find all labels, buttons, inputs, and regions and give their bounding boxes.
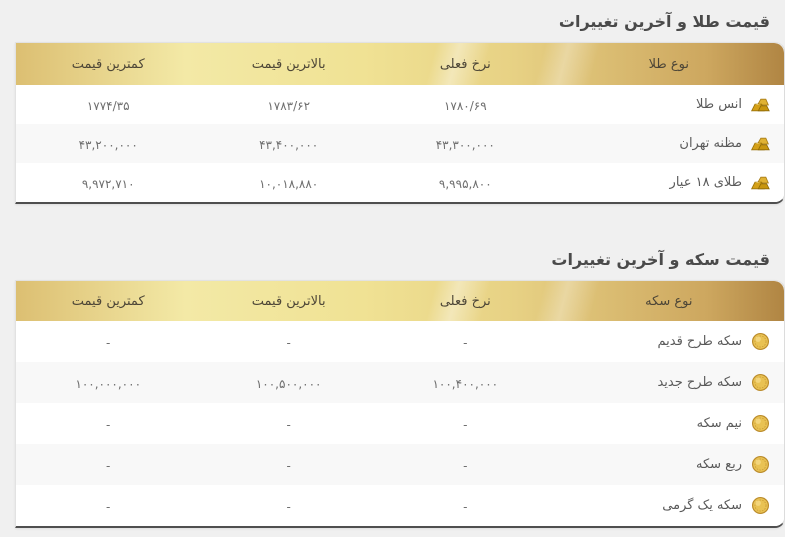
lowest-price-value: -	[106, 418, 111, 432]
row-type-cell: انس طلا	[554, 95, 784, 115]
table-row-new-design-coin: سکه طرح جدید ۱۰۰,۴۰۰,۰۰۰ ۱۰۰,۵۰۰,۰۰۰ ۱۰۰…	[16, 362, 784, 403]
lowest-price-value: ۴۳,۲۰۰,۰۰۰	[78, 138, 138, 152]
row-label: مظنه تهران	[679, 136, 742, 151]
coin-icon	[750, 373, 770, 393]
lowest-price-value: -	[106, 336, 111, 350]
coin-price-table: نوع سکه نرخ فعلی بالاترین قیمت کمترین قی…	[15, 280, 785, 528]
highest-price-value: -	[286, 459, 291, 473]
column-header-type: نوع طلا	[648, 56, 689, 72]
highest-price-cell: ۱۰,۰۱۸,۸۸۰	[200, 173, 377, 192]
row-type-cell: ربع سکه	[554, 455, 784, 475]
current-rate-cell: -	[377, 332, 554, 351]
lowest-price-cell: -	[16, 332, 200, 351]
highest-price-value: ۱۰۰,۵۰۰,۰۰۰	[255, 377, 322, 391]
current-rate-cell: -	[377, 455, 554, 474]
coin-section-title: قیمت سکه و آخرین تغییرات	[551, 250, 770, 269]
lowest-price-cell: ۱۰۰,۰۰۰,۰۰۰	[16, 373, 200, 392]
row-label: انس طلا	[695, 97, 742, 112]
current-rate-value: ۴۳,۳۰۰,۰۰۰	[435, 138, 495, 152]
highest-price-cell: -	[200, 455, 377, 474]
highest-price-value: -	[286, 418, 291, 432]
highest-price-value: ۱۰,۰۱۸,۸۸۰	[259, 177, 319, 191]
current-rate-value: -	[463, 500, 468, 514]
row-type-cell: سکه طرح قدیم	[554, 332, 784, 352]
column-header-highest: بالاترین قیمت	[251, 56, 326, 72]
row-label: طلای ۱۸ عیار	[669, 175, 742, 190]
gold-section-title: قیمت طلا و آخرین تغییرات	[558, 12, 770, 31]
lowest-price-cell: -	[16, 414, 200, 433]
lowest-price-value: ۱۰۰,۰۰۰,۰۰۰	[75, 377, 142, 391]
current-rate-cell: ۱۷۸۰/۶۹	[377, 95, 554, 114]
row-type-cell: مظنه تهران	[554, 134, 784, 154]
gold-icon	[750, 134, 770, 154]
table-row-quarter-coin: ربع سکه - - -	[16, 444, 784, 485]
current-rate-value: -	[463, 418, 468, 432]
column-header-current: نرخ فعلی	[439, 293, 491, 309]
highest-price-value: -	[286, 500, 291, 514]
lowest-price-cell: -	[16, 496, 200, 515]
highest-price-cell: ۱۷۸۳/۶۲	[200, 95, 377, 114]
column-header-highest: بالاترین قیمت	[251, 293, 326, 309]
coin-icon	[750, 414, 770, 434]
highest-price-value: ۱۷۸۳/۶۲	[267, 99, 311, 113]
highest-price-value: ۴۳,۴۰۰,۰۰۰	[259, 138, 319, 152]
current-rate-cell: ۹,۹۹۵,۸۰۰	[377, 173, 554, 192]
highest-price-cell: -	[200, 332, 377, 351]
highest-price-value: -	[286, 336, 291, 350]
column-header-lowest: کمترین قیمت	[71, 56, 145, 72]
row-label: سکه طرح جدید	[657, 375, 742, 390]
column-header-current: نرخ فعلی	[439, 56, 491, 72]
coin-icon	[750, 332, 770, 352]
row-type-cell: طلای ۱۸ عیار	[554, 173, 784, 193]
table-row-18k-gold: طلای ۱۸ عیار ۹,۹۹۵,۸۰۰ ۱۰,۰۱۸,۸۸۰ ۹,۹۷۲,…	[16, 163, 784, 202]
lowest-price-cell: ۴۳,۲۰۰,۰۰۰	[16, 134, 200, 153]
row-type-cell: سکه طرح جدید	[554, 373, 784, 393]
highest-price-cell: ۱۰۰,۵۰۰,۰۰۰	[200, 373, 377, 392]
lowest-price-cell: ۱۷۷۴/۳۵	[16, 95, 200, 114]
row-label: ربع سکه	[696, 457, 742, 472]
current-rate-value: ۱۰۰,۴۰۰,۰۰۰	[432, 377, 499, 391]
coin-table-header: نوع سکه نرخ فعلی بالاترین قیمت کمترین قی…	[16, 281, 784, 321]
current-rate-cell: -	[377, 496, 554, 515]
gold-icon	[750, 173, 770, 193]
coin-icon	[750, 455, 770, 475]
table-row-one-gram-coin: سکه یک گرمی - - -	[16, 485, 784, 526]
gold-price-table: نوع طلا نرخ فعلی بالاترین قیمت کمترین قی…	[15, 42, 785, 204]
current-rate-value: ۹,۹۹۵,۸۰۰	[438, 177, 492, 191]
lowest-price-cell: ۹,۹۷۲,۷۱۰	[16, 173, 200, 192]
table-row-gold-ounce: انس طلا ۱۷۸۰/۶۹ ۱۷۸۳/۶۲ ۱۷۷۴/۳۵	[16, 85, 784, 124]
highest-price-cell: -	[200, 414, 377, 433]
highest-price-cell: ۴۳,۴۰۰,۰۰۰	[200, 134, 377, 153]
row-label: سکه یک گرمی	[662, 498, 742, 513]
lowest-price-cell: -	[16, 455, 200, 474]
table-row-half-coin: نیم سکه - - -	[16, 403, 784, 444]
lowest-price-value: ۱۷۷۴/۳۵	[86, 99, 130, 113]
current-rate-value: ۱۷۸۰/۶۹	[443, 99, 487, 113]
lowest-price-value: -	[106, 500, 111, 514]
row-label: سکه طرح قدیم	[657, 334, 742, 349]
table-row-old-design-coin: سکه طرح قدیم - - -	[16, 321, 784, 362]
gold-icon	[750, 95, 770, 115]
current-rate-cell: ۱۰۰,۴۰۰,۰۰۰	[377, 373, 554, 392]
coin-icon	[750, 496, 770, 516]
current-rate-value: -	[463, 459, 468, 473]
current-rate-cell: ۴۳,۳۰۰,۰۰۰	[377, 134, 554, 153]
current-rate-value: -	[463, 336, 468, 350]
gold-table-header: نوع طلا نرخ فعلی بالاترین قیمت کمترین قی…	[16, 43, 784, 85]
column-header-lowest: کمترین قیمت	[71, 293, 145, 309]
column-header-type: نوع سکه	[645, 293, 693, 309]
lowest-price-value: -	[106, 459, 111, 473]
row-type-cell: نیم سکه	[554, 414, 784, 434]
table-row-tehran-mazaneh: مظنه تهران ۴۳,۳۰۰,۰۰۰ ۴۳,۴۰۰,۰۰۰ ۴۳,۲۰۰,…	[16, 124, 784, 163]
row-type-cell: سکه یک گرمی	[554, 496, 784, 516]
current-rate-cell: -	[377, 414, 554, 433]
highest-price-cell: -	[200, 496, 377, 515]
row-label: نیم سکه	[696, 416, 742, 431]
lowest-price-value: ۹,۹۷۲,۷۱۰	[81, 177, 135, 191]
